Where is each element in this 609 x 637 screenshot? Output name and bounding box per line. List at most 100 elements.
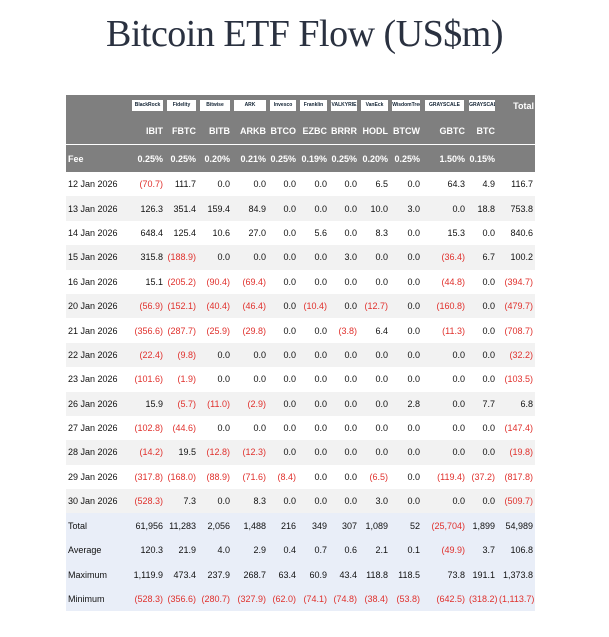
date: 29 Jan 2026 xyxy=(68,471,118,482)
summary-value: 1,373.8 xyxy=(497,562,535,587)
issuer-logo: Bitwise xyxy=(200,99,230,111)
flow-value: (168.0) xyxy=(167,471,196,482)
flow-value: 0.0 xyxy=(422,440,467,465)
flow-value: (509.7) xyxy=(497,489,535,514)
flow-value: 0.0 xyxy=(268,196,298,221)
summary-value: (74.8) xyxy=(329,586,359,612)
flow-value: 0.0 xyxy=(283,374,296,385)
ticker: FBTC xyxy=(165,117,198,145)
summary-value: 2.9 xyxy=(232,537,268,563)
flow-value: 0.0 xyxy=(232,245,268,270)
flow-value: 8.3 xyxy=(232,489,268,514)
flow-value: (12.8) xyxy=(198,440,232,465)
flow-value: 0.0 xyxy=(329,489,359,514)
flow-value: (44.6) xyxy=(172,423,196,434)
flow-value: 0.0 xyxy=(390,489,422,514)
summary-value: 4.0 xyxy=(198,537,232,563)
flow-value: 0.0 xyxy=(359,391,390,416)
summary-label: Average xyxy=(66,537,130,563)
fee: 0.25% xyxy=(268,144,298,172)
flow-value: 0.0 xyxy=(298,489,329,514)
data-row: 26 Jan 2026 15.9 (5.7) (11.0) (2.9) 0.0 0.0 0.0… xyxy=(66,391,535,416)
fee: 0.25% xyxy=(165,144,198,172)
flow-value: 753.8 xyxy=(497,196,535,221)
flow-value: 0.0 xyxy=(482,423,495,434)
flow-value: (817.8) xyxy=(504,471,533,482)
summary-value: 216 xyxy=(268,513,298,538)
ticker: BTCW xyxy=(390,117,422,145)
flow-value: 0.0 xyxy=(390,342,422,368)
issuer-logo: Fidelity xyxy=(167,99,196,111)
summary-value: 60.9 xyxy=(298,562,329,587)
flow-value: 8.3 xyxy=(375,227,388,238)
issuer-logo: BlackRock xyxy=(132,99,163,111)
summary-value: 118.5 xyxy=(390,562,422,587)
issuer-logo: VanEck xyxy=(361,99,388,111)
flow-value: (119.4) xyxy=(437,471,465,482)
data-row: 30 Jan 2026 (528.3) 7.3 0.0 8.3 0.0 0.0 0.0 3.0 0… xyxy=(66,489,535,514)
date: 14 Jan 2026 xyxy=(68,227,118,238)
logo-cell: VanEck xyxy=(359,95,390,117)
flow-value: 4.9 xyxy=(482,179,495,190)
logo-cell: BlackRock xyxy=(130,95,165,117)
summary-value: 0.1 xyxy=(390,537,422,563)
flow-value: 10.6 xyxy=(212,227,230,238)
flow-value: 0.0 xyxy=(314,276,327,287)
empty-cell xyxy=(66,95,130,117)
flow-value: 0.0 xyxy=(422,489,467,514)
data-row: 27 Jan 2026 (102.8) (44.6) 0.0 0.0 0.0 0.0 0.0 0… xyxy=(66,416,535,440)
flow-value: (528.3) xyxy=(130,489,165,514)
logo-cell: GRAYSCALE xyxy=(467,95,497,117)
flow-value: (1.9) xyxy=(177,374,196,385)
flow-value: (22.4) xyxy=(130,342,165,368)
summary-value: 118.8 xyxy=(359,562,390,587)
flow-value: (40.4) xyxy=(198,293,232,319)
flow-value: 0.0 xyxy=(268,293,298,319)
flow-value: (102.8) xyxy=(134,423,163,434)
flow-value: 0.0 xyxy=(253,423,266,434)
flow-value: 0.0 xyxy=(198,489,232,514)
fee: 0.25% xyxy=(130,144,165,172)
fee: 1.50% xyxy=(422,144,467,172)
flow-value: (69.4) xyxy=(242,276,266,287)
flow-value: 0.0 xyxy=(283,227,296,238)
ticker: BRRR xyxy=(329,117,359,145)
summary-value: 2.1 xyxy=(359,537,390,563)
summary-value: 1,899 xyxy=(467,513,497,538)
flow-value: 0.0 xyxy=(298,440,329,465)
flow-value: 0.0 xyxy=(314,423,327,434)
logo-cell: Franklin xyxy=(298,95,329,117)
flow-value: (356.6) xyxy=(134,325,163,336)
ticker: IBIT xyxy=(130,117,165,145)
flow-value: (71.6) xyxy=(242,471,266,482)
flow-value: 5.6 xyxy=(314,227,327,238)
summary-value: (642.5) xyxy=(422,586,467,612)
summary-value: 61,956 xyxy=(130,513,165,538)
fee: 0.20% xyxy=(198,144,232,172)
data-row: 15 Jan 2026 315.8 (188.9) 0.0 0.0 0.0 0.0 3.0 0.… xyxy=(66,245,535,270)
flow-value: 0.0 xyxy=(268,245,298,270)
summary-row: Total 61,956 11,283 2,056 1,488 216 349 307 1,08… xyxy=(66,513,535,538)
empty-cell xyxy=(497,144,535,172)
flow-value: (88.9) xyxy=(206,471,230,482)
flow-value: 0.0 xyxy=(232,342,268,368)
ticker-row: IBIT FBTC BITB ARKB BTCO EZBC BRRR HODL BTCW GBTC… xyxy=(66,117,535,145)
date: 28 Jan 2026 xyxy=(66,440,130,465)
flow-value: 0.0 xyxy=(283,179,296,190)
flow-value: (205.2) xyxy=(167,276,196,287)
flow-value: 0.0 xyxy=(482,325,495,336)
flow-value: 0.0 xyxy=(329,440,359,465)
data-row: 23 Jan 2026 (101.6) (1.9) 0.0 0.0 0.0 0.0 0.0 0.… xyxy=(66,367,535,391)
flow-value: 0.0 xyxy=(467,293,497,319)
flow-value: 0.0 xyxy=(407,227,420,238)
flow-value: 0.0 xyxy=(407,471,420,482)
flow-value: 0.0 xyxy=(375,374,388,385)
summary-value: 1,119.9 xyxy=(130,562,165,587)
flow-value: 3.0 xyxy=(390,196,422,221)
data-row: 12 Jan 2026 (70.7) 111.7 0.0 0.0 0.0 0.0 0.0 6.5… xyxy=(66,172,535,196)
ticker: EZBC xyxy=(298,117,329,145)
flow-value: 18.8 xyxy=(467,196,497,221)
flow-value: 0.0 xyxy=(390,293,422,319)
ticker: BTCO xyxy=(268,117,298,145)
flow-value: 0.0 xyxy=(375,423,388,434)
